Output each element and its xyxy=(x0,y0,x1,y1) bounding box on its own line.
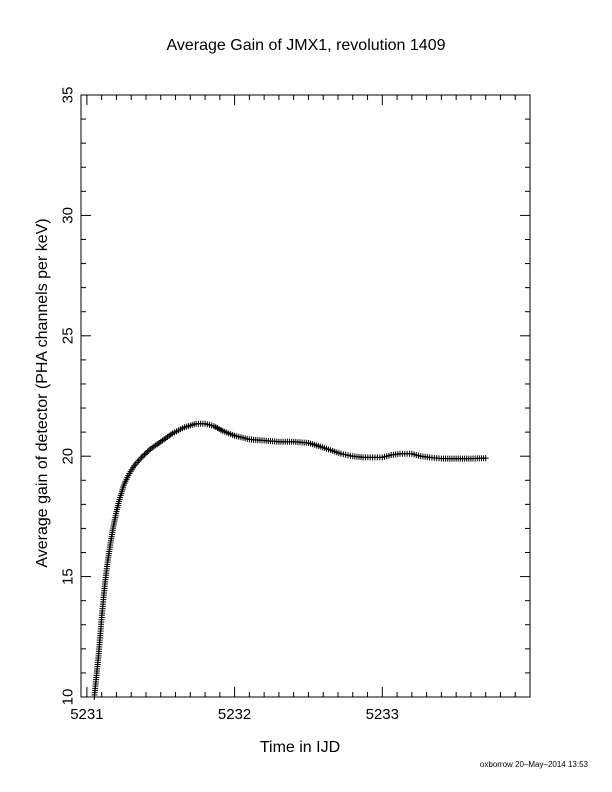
y-tick-label: 25 xyxy=(60,327,77,344)
y-tick-label: 20 xyxy=(60,448,77,465)
y-tick-label: 30 xyxy=(60,207,77,224)
data-point xyxy=(141,451,148,458)
x-axis-label: Time in IJD xyxy=(259,739,341,756)
chart-title: Average Gain of JMX1, revolution 1409 xyxy=(166,37,446,54)
data-point xyxy=(145,447,152,454)
series-markers xyxy=(91,420,489,700)
data-point xyxy=(144,448,151,455)
x-tick-label: 5231 xyxy=(70,706,103,723)
data-point xyxy=(482,455,489,462)
x-tick-label: 5232 xyxy=(218,706,251,723)
data-point xyxy=(138,454,145,461)
data-marks xyxy=(91,420,489,700)
data-point xyxy=(142,450,149,457)
y-tick-label: 10 xyxy=(60,689,77,706)
y-tick-label: 15 xyxy=(60,568,77,585)
footer-note: oxborrow 20–May–2014 13:53 xyxy=(479,760,588,769)
plot-frame xyxy=(80,94,531,698)
data-point xyxy=(140,452,147,459)
y-tick-label: 35 xyxy=(60,87,77,104)
axes-layer: 10 15 20 25 30 35 5231 5232 5233 xyxy=(60,87,531,723)
x-tick-label: 5233 xyxy=(366,706,399,723)
